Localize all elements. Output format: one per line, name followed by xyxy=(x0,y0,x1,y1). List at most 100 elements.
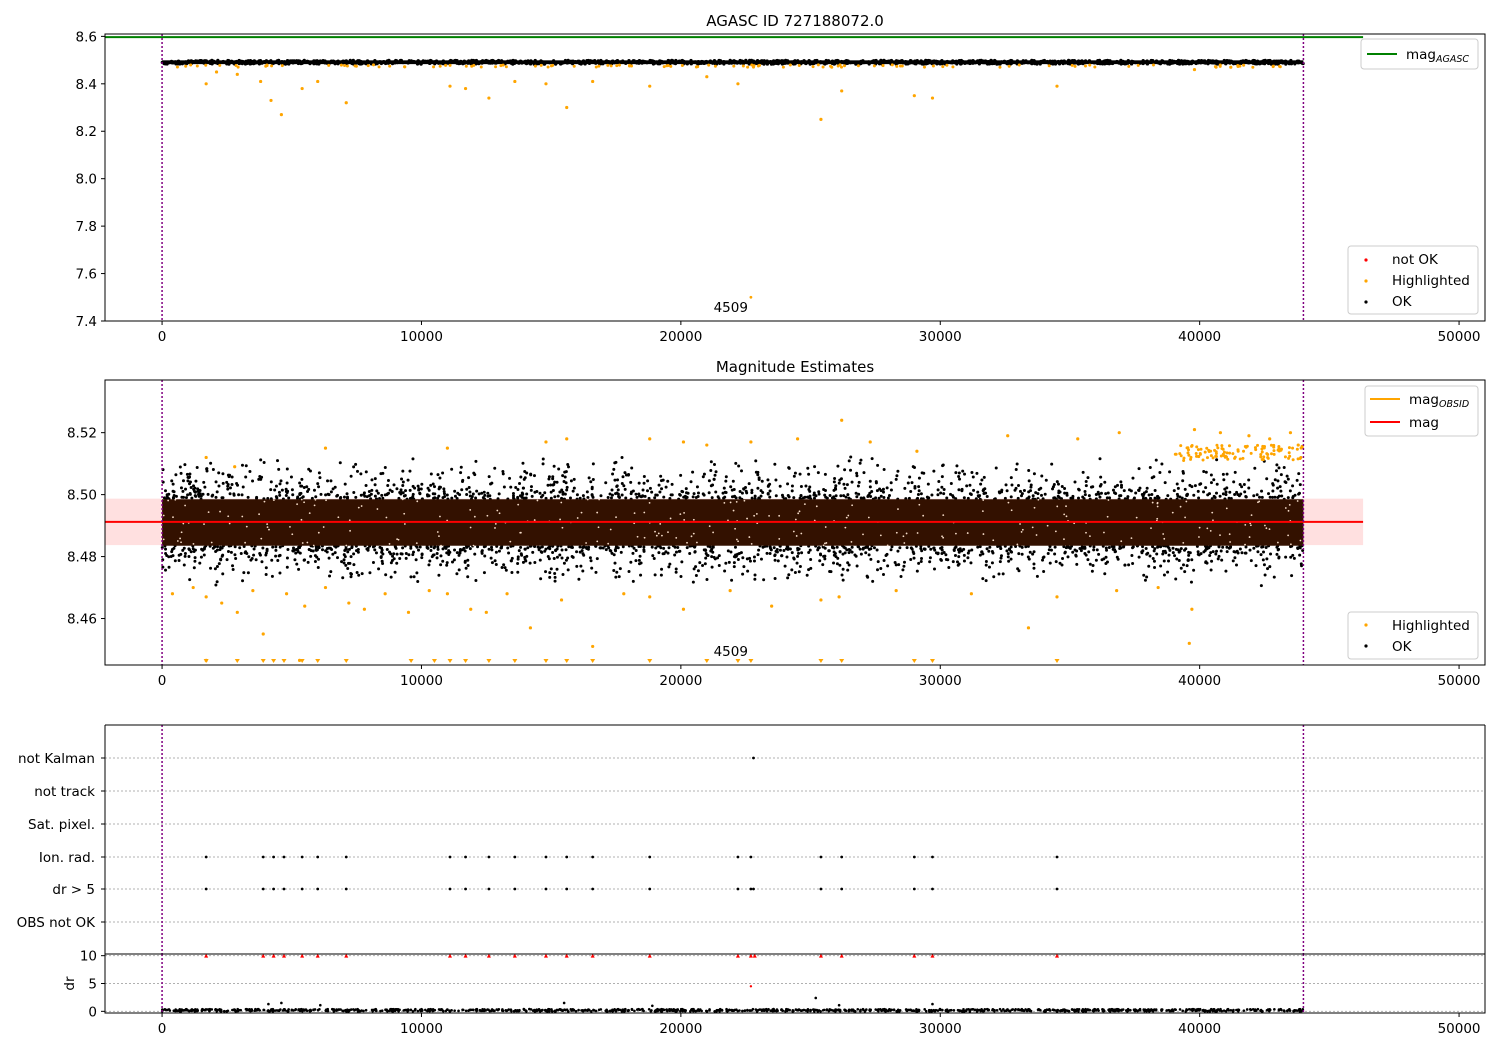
ok-point xyxy=(957,474,961,478)
ok-point xyxy=(501,472,505,476)
highlighted-point xyxy=(1242,63,1246,67)
ok-point xyxy=(1128,488,1132,492)
ok-point xyxy=(349,572,353,576)
ok-point xyxy=(404,551,408,555)
ok-point xyxy=(214,495,218,499)
dr-point xyxy=(582,1009,586,1012)
ok-point xyxy=(1218,494,1222,498)
ok-point xyxy=(822,554,826,558)
ok-point xyxy=(1224,569,1228,573)
ok-point xyxy=(1031,552,1035,556)
ok-point xyxy=(629,480,633,484)
ok-point xyxy=(480,549,484,553)
highlighted-point xyxy=(1287,456,1291,460)
ok-point xyxy=(234,557,238,561)
ok-point xyxy=(947,565,951,569)
ok-point xyxy=(901,568,905,572)
ok-point xyxy=(1249,559,1253,563)
ok-point xyxy=(1244,494,1248,498)
band-highlight-speck xyxy=(517,503,520,506)
band-highlight-speck xyxy=(862,533,864,536)
highlighted-point xyxy=(872,64,876,68)
ok-point xyxy=(797,570,801,574)
ok-point xyxy=(807,568,811,572)
ok-point xyxy=(709,460,713,464)
dr-point xyxy=(653,1009,657,1013)
ok-point xyxy=(990,561,994,565)
ok-point xyxy=(336,556,340,560)
band-highlight-speck xyxy=(1106,515,1109,518)
ok-point xyxy=(386,478,390,482)
flag-point xyxy=(840,887,844,891)
ok-point xyxy=(458,493,462,497)
ok-point xyxy=(1004,483,1008,487)
ok-point xyxy=(857,492,861,496)
band-highlight-speck xyxy=(241,515,244,518)
ok-point xyxy=(818,559,822,563)
ok-point xyxy=(955,464,959,468)
ok-point xyxy=(637,558,641,562)
flag-point xyxy=(819,855,823,859)
ok-point xyxy=(1073,548,1077,552)
x-tick-label: 20000 xyxy=(659,329,702,345)
ok-point xyxy=(613,561,617,565)
band-highlight-speck xyxy=(436,531,439,533)
ok-point xyxy=(210,494,214,498)
ok-point xyxy=(221,572,225,576)
dr-point xyxy=(993,1009,996,1013)
ok-point xyxy=(1179,547,1183,551)
ok-point xyxy=(997,572,1001,576)
band-highlight-speck xyxy=(1156,505,1159,508)
highlighted-point xyxy=(251,589,255,593)
ok-point xyxy=(1032,562,1036,566)
ok-point xyxy=(409,575,413,579)
ok-point xyxy=(778,548,782,552)
highlighted-point xyxy=(1115,589,1119,593)
ok-point xyxy=(578,550,582,554)
ok-point xyxy=(164,568,168,572)
highlighted-point xyxy=(1229,65,1233,69)
highlighted-offscale-marker xyxy=(543,659,549,663)
ok-point xyxy=(878,487,882,491)
highlighted-point xyxy=(344,101,348,105)
ok-point xyxy=(569,479,573,483)
ok-point xyxy=(858,461,862,465)
highlighted-point xyxy=(1179,454,1183,458)
ok-point xyxy=(714,490,718,494)
ok-point xyxy=(942,492,946,496)
ok-point xyxy=(695,485,699,489)
dr-point xyxy=(991,1007,995,1011)
ok-point xyxy=(230,482,234,486)
ok-point xyxy=(1005,549,1009,553)
highlighted-point xyxy=(705,443,709,447)
ok-point xyxy=(497,549,501,553)
ok-point xyxy=(1279,489,1283,493)
band-highlight-speck xyxy=(1089,535,1091,538)
ok-point xyxy=(783,564,787,568)
ok-point xyxy=(1262,563,1266,567)
ok-point xyxy=(610,493,614,497)
ok-point xyxy=(759,557,763,561)
ok-point xyxy=(1063,487,1067,491)
highlighted-point xyxy=(1259,455,1263,459)
ok-point xyxy=(1153,496,1157,500)
highlighted-point xyxy=(1256,443,1260,447)
band-highlight-speck xyxy=(180,531,183,534)
ok-point xyxy=(1160,462,1164,466)
dr-point xyxy=(1224,1009,1228,1013)
ok-point xyxy=(366,548,370,552)
ok-point xyxy=(190,496,194,500)
band-highlight-speck xyxy=(686,541,688,544)
ok-point xyxy=(1262,550,1266,554)
dr-point xyxy=(424,1008,427,1012)
y-tick-label: 7.6 xyxy=(76,267,97,283)
ok-point xyxy=(420,553,424,557)
ok-point xyxy=(563,492,567,496)
ok-point xyxy=(381,552,385,556)
ok-point xyxy=(1190,558,1194,562)
highlighted-point xyxy=(713,64,717,68)
ok-point xyxy=(553,579,557,583)
ok-point xyxy=(467,485,471,489)
ok-point xyxy=(468,547,472,551)
ok-point xyxy=(380,559,384,563)
